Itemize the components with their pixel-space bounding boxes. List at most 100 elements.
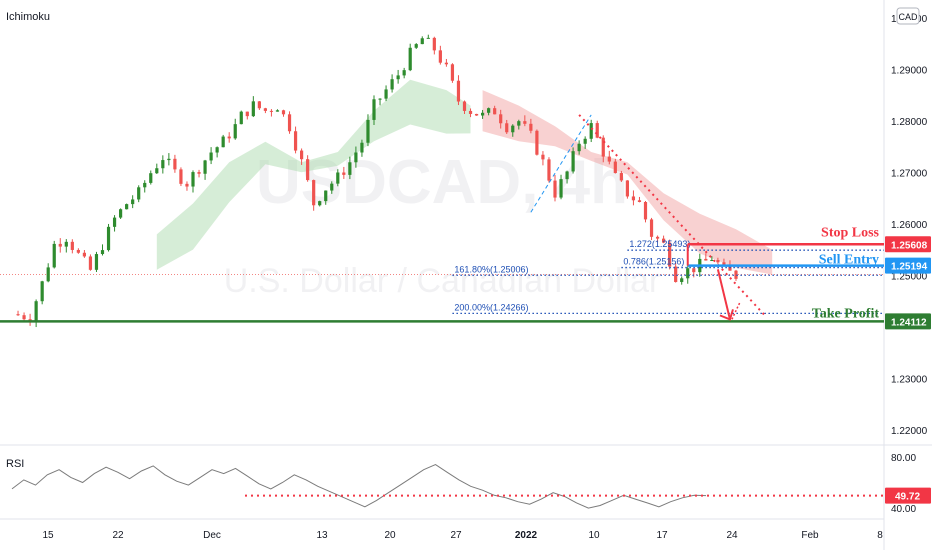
candle-body	[408, 47, 412, 71]
price-tick-label: 1.22000	[891, 426, 928, 437]
candle-body	[468, 110, 473, 114]
candle-body	[390, 79, 394, 90]
candle-body	[215, 147, 219, 153]
candle-body	[155, 168, 159, 174]
candle-body	[734, 270, 738, 279]
time-tick-label: Dec	[203, 530, 221, 541]
rsi-current-label: 49.72	[895, 492, 920, 503]
candle-body	[396, 75, 400, 80]
candle-body	[197, 172, 201, 174]
time-tick-label: Feb	[801, 530, 819, 541]
stop-loss-tag	[885, 236, 931, 253]
projection-arrowhead	[719, 309, 734, 321]
candle-body	[487, 108, 491, 113]
candle-body	[372, 99, 376, 120]
candle-body	[360, 142, 364, 153]
candle-body	[541, 154, 545, 160]
fib-trend-line	[530, 114, 592, 213]
stop-loss-tag-label: 1.25608	[891, 240, 928, 251]
candle-body	[505, 123, 509, 133]
candle-body	[571, 151, 575, 172]
candle-body	[535, 130, 539, 155]
rsi-line	[11, 464, 707, 509]
candle-body	[420, 38, 424, 45]
candle-body	[547, 159, 551, 181]
candle-body	[583, 138, 587, 144]
sell-entry-tag-label: 1.25194	[891, 262, 928, 273]
price-tick-label: 1.28000	[891, 117, 928, 128]
candle-body	[70, 241, 74, 250]
ichimoku-cloud-green	[156, 79, 471, 270]
time-tick-label: 27	[450, 530, 462, 541]
candle-body	[203, 160, 207, 174]
currency-badge[interactable]	[896, 7, 920, 25]
candle-body	[414, 44, 418, 48]
projection-bounce	[731, 302, 741, 320]
candle-body	[637, 200, 642, 202]
candle-body	[52, 243, 56, 268]
ichimoku-cloud-red	[482, 90, 773, 275]
fib-level-label: 200.00%(1.24266)	[454, 302, 528, 312]
stop-loss-text: Stop Loss	[821, 225, 880, 240]
resistance-trendline	[578, 114, 767, 318]
price-tick-label: 1.27000	[891, 169, 928, 180]
candle-body	[233, 124, 237, 139]
candle-body	[481, 112, 485, 116]
candle-body	[680, 278, 684, 282]
candle-body	[686, 268, 690, 279]
time-tick-label: 13	[316, 530, 328, 541]
time-tick-label: 8	[877, 530, 883, 541]
candle-body	[185, 183, 189, 187]
sell-entry-text: Sell Entry	[819, 253, 879, 268]
fib-level-label: 161.80%(1.25006)	[454, 264, 528, 274]
candle-body	[704, 258, 708, 261]
sell-entry-tag	[885, 257, 931, 274]
candle-body	[312, 180, 316, 206]
candle-body	[16, 314, 20, 316]
candle-body	[106, 226, 111, 251]
candle-body	[251, 101, 255, 117]
candle-body	[324, 190, 328, 202]
fib-level-label: 1.272(1.25493)	[629, 239, 690, 249]
candle-body	[619, 173, 623, 181]
take-profit-tag	[885, 313, 931, 330]
candle-body	[378, 98, 382, 100]
candle-body	[456, 80, 461, 102]
candle-body	[438, 50, 442, 63]
candle-body	[263, 108, 267, 111]
candle-body	[499, 114, 503, 124]
candle-body	[167, 158, 171, 161]
time-tick-label: 24	[726, 530, 738, 541]
candle-body	[462, 101, 467, 111]
time-tick-label: 17	[656, 530, 668, 541]
candle-body	[94, 254, 99, 270]
candle-body	[88, 256, 93, 270]
projection-arrow	[716, 269, 731, 320]
rsi-tick-label: 80.00	[891, 453, 916, 464]
rsi-tick-label: 40.00	[891, 504, 916, 515]
time-tick-label: 15	[42, 530, 54, 541]
candle-body	[366, 119, 370, 143]
candle-body	[668, 242, 672, 267]
candle-body	[76, 249, 80, 253]
candle-body	[209, 152, 213, 161]
candle-body	[64, 241, 68, 247]
candle-body	[625, 180, 629, 197]
candle-body	[450, 64, 455, 81]
candle-body	[342, 172, 346, 175]
candle-body	[607, 156, 611, 162]
candle-body	[191, 172, 195, 187]
candle-body	[221, 136, 225, 148]
candle-body	[444, 62, 448, 65]
candle-body	[589, 123, 593, 139]
candle-body	[553, 180, 557, 198]
rsi-current-tag	[885, 487, 931, 504]
candle-body	[631, 196, 636, 201]
candle-body	[559, 179, 563, 198]
candle-body	[173, 158, 177, 170]
candle-body	[119, 209, 123, 218]
candle-body	[511, 125, 515, 133]
candle-body	[384, 89, 388, 99]
candle-body	[655, 236, 660, 239]
